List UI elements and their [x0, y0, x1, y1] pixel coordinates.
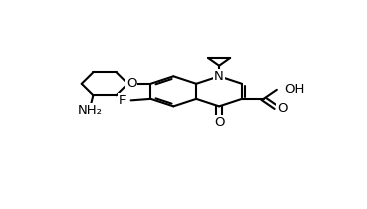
Text: O: O [214, 116, 224, 129]
Text: OH: OH [284, 83, 305, 96]
Text: N: N [214, 70, 224, 83]
Text: F: F [119, 94, 126, 107]
Text: NH₂: NH₂ [78, 104, 103, 117]
Text: O: O [277, 102, 287, 115]
Text: O: O [126, 77, 137, 90]
